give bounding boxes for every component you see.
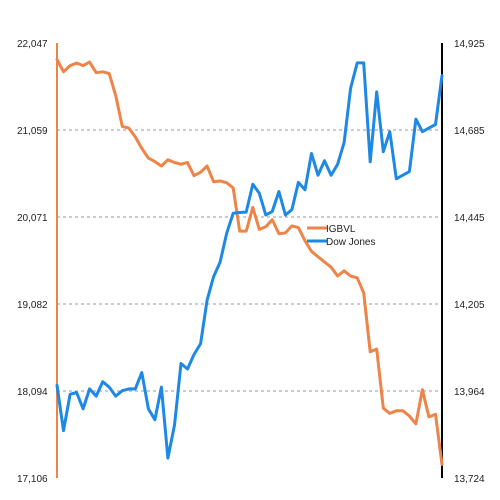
left-tick-label: 18,094 bbox=[17, 387, 48, 398]
tick-labels: 22,047 21,059 20,071 19,082 18,094 17,106 14,9… bbox=[17, 39, 485, 485]
series-line-dow-jones bbox=[55, 61, 444, 460]
legend-label-igbvl: IGBVL bbox=[326, 224, 356, 235]
right-tick-label: 13,964 bbox=[454, 387, 485, 398]
axes bbox=[56, 43, 443, 478]
right-tick-label: 14,205 bbox=[454, 300, 485, 311]
left-tick-label: 19,082 bbox=[17, 300, 48, 311]
legend-label-dow-jones: Dow Jones bbox=[326, 237, 375, 248]
left-tick-label: 21,059 bbox=[17, 126, 48, 137]
legend: IGBVL Dow Jones bbox=[307, 224, 375, 248]
series-line-igbvl bbox=[55, 58, 444, 466]
series-lines bbox=[55, 58, 444, 466]
left-tick-label: 17,106 bbox=[17, 474, 48, 485]
right-tick-label: 14,925 bbox=[454, 39, 485, 50]
right-tick-label: 14,685 bbox=[454, 126, 485, 137]
right-tick-label: 13,724 bbox=[454, 474, 485, 485]
left-tick-label: 22,047 bbox=[17, 39, 48, 50]
left-tick-label: 20,071 bbox=[17, 213, 48, 224]
right-tick-label: 14,445 bbox=[454, 213, 485, 224]
